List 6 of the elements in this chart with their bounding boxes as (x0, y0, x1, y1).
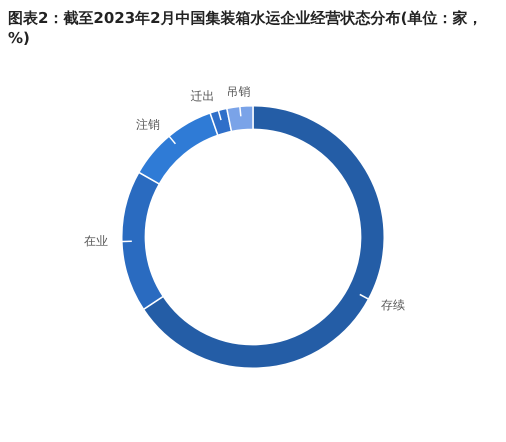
slice-label: 迁出 (190, 89, 215, 104)
slice-label: 存续 (380, 298, 405, 312)
slice-label: 吊销 (226, 84, 250, 99)
slice-label: 在业 (84, 234, 108, 248)
chart-title: 图表2：截至2023年2月中国集装箱水运企业经营状态分布(单位：家，%) (8, 8, 484, 49)
slice-label: 注销 (136, 118, 160, 132)
